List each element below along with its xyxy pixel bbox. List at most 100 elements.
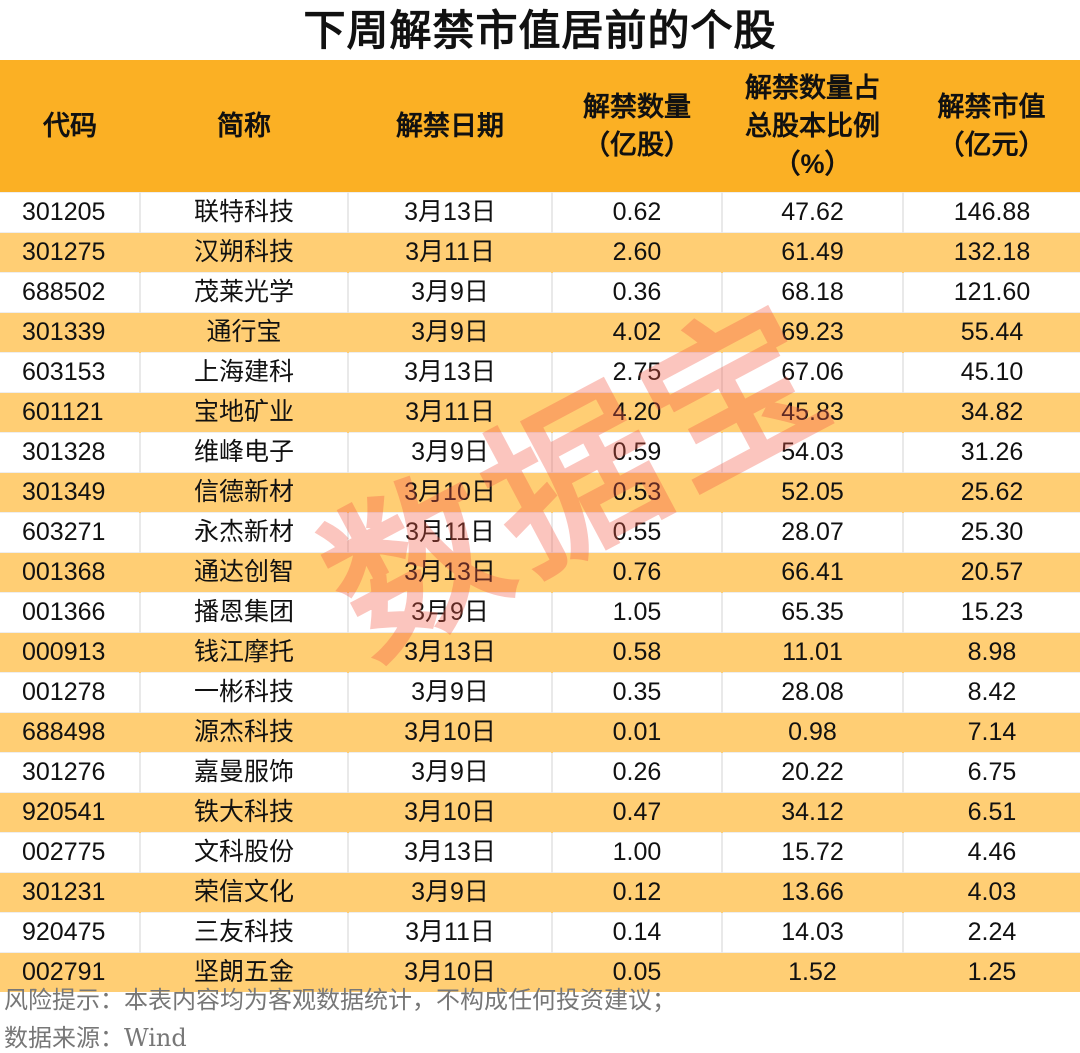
table-row: 001278 一彬科技 3月9日 0.35 28.08 8.42 <box>0 672 1080 713</box>
cell-value: 31.26 <box>902 432 1080 473</box>
cell-name: 一彬科技 <box>139 672 348 713</box>
table-row: 301205 联特科技 3月13日 0.62 47.62 146.88 <box>0 192 1080 233</box>
cell-value: 2.24 <box>902 912 1080 953</box>
cell-ratio: 54.03 <box>721 432 903 473</box>
cell-value: 6.51 <box>902 792 1080 833</box>
cell-value: 25.30 <box>902 512 1080 553</box>
table-row: 002791 坚朗五金 3月10日 0.05 1.52 1.25 <box>0 952 1080 992</box>
column-header-shares: 解禁数量 （亿股） <box>552 60 722 193</box>
cell-code: 301275 <box>0 232 140 273</box>
cell-ratio: 61.49 <box>721 232 903 273</box>
cell-name: 三友科技 <box>139 912 348 953</box>
cell-date: 3月9日 <box>347 872 552 913</box>
cell-name: 通达创智 <box>139 552 348 593</box>
table-row: 920541 铁大科技 3月10日 0.47 34.12 6.51 <box>0 792 1080 833</box>
cell-code: 920541 <box>0 792 140 833</box>
cell-value: 7.14 <box>902 712 1080 753</box>
cell-ratio: 13.66 <box>721 872 903 913</box>
cell-name: 汉朔科技 <box>139 232 348 273</box>
cell-value: 146.88 <box>902 192 1080 233</box>
cell-shares: 0.55 <box>551 512 722 553</box>
cell-date: 3月9日 <box>347 312 552 353</box>
cell-value: 4.03 <box>902 872 1080 913</box>
cell-ratio: 66.41 <box>721 552 903 593</box>
cell-ratio: 28.07 <box>721 512 903 553</box>
cell-shares: 0.12 <box>551 872 722 913</box>
cell-date: 3月13日 <box>347 352 552 393</box>
cell-ratio: 0.98 <box>721 712 903 753</box>
cell-name: 播恩集团 <box>139 592 348 633</box>
table-row: 301349 信德新材 3月10日 0.53 52.05 25.62 <box>0 472 1080 513</box>
cell-shares: 1.05 <box>551 592 722 633</box>
cell-shares: 0.53 <box>551 472 722 513</box>
cell-date: 3月11日 <box>347 392 552 433</box>
cell-name: 联特科技 <box>139 192 348 233</box>
table-row: 301231 荣信文化 3月9日 0.12 13.66 4.03 <box>0 872 1080 913</box>
cell-value: 55.44 <box>902 312 1080 353</box>
cell-name: 钱江摩托 <box>139 632 348 673</box>
cell-code: 603271 <box>0 512 140 553</box>
cell-code: 601121 <box>0 392 140 433</box>
cell-code: 001366 <box>0 592 140 633</box>
cell-date: 3月10日 <box>347 792 552 833</box>
cell-shares: 2.60 <box>551 232 722 273</box>
cell-value: 8.98 <box>902 632 1080 673</box>
cell-date: 3月11日 <box>347 512 552 553</box>
page-title: 下周解禁市值居前的个股 <box>303 7 777 54</box>
cell-ratio: 28.08 <box>721 672 903 713</box>
cell-code: 688498 <box>0 712 140 753</box>
cell-value: 121.60 <box>902 272 1080 313</box>
cell-ratio: 67.06 <box>721 352 903 393</box>
table-row: 001368 通达创智 3月13日 0.76 66.41 20.57 <box>0 552 1080 593</box>
cell-name: 上海建科 <box>139 352 348 393</box>
cell-ratio: 45.83 <box>721 392 903 433</box>
cell-code: 002791 <box>0 952 140 992</box>
cell-name: 通行宝 <box>139 312 348 353</box>
cell-shares: 2.75 <box>551 352 722 393</box>
cell-name: 文科股份 <box>139 832 348 873</box>
cell-shares: 4.20 <box>551 392 722 433</box>
table-row: 301339 通行宝 3月9日 4.02 69.23 55.44 <box>0 312 1080 353</box>
cell-shares: 0.26 <box>551 752 722 793</box>
cell-date: 3月13日 <box>347 832 552 873</box>
table-row: 688502 茂莱光学 3月9日 0.36 68.18 121.60 <box>0 272 1080 313</box>
table-row: 601121 宝地矿业 3月11日 4.20 45.83 34.82 <box>0 392 1080 433</box>
cell-shares: 0.01 <box>551 712 722 753</box>
cell-value: 15.23 <box>902 592 1080 633</box>
table-body: 301205 联特科技 3月13日 0.62 47.62 146.88 301275 汉朔科技… <box>0 192 1080 992</box>
table-header-row: 代码 简称 解禁日期 解禁数量 （亿股） 解禁数量占 总股本比例 （%） 解禁市值 （亿元… <box>0 60 1080 193</box>
column-header-name: 简称 <box>140 60 348 193</box>
cell-code: 688502 <box>0 272 140 313</box>
unlock-table: 代码 简称 解禁日期 解禁数量 （亿股） 解禁数量占 总股本比例 （%） 解禁市值 （亿元… <box>0 60 1080 992</box>
cell-value: 1.25 <box>902 952 1080 992</box>
cell-value: 34.82 <box>902 392 1080 433</box>
cell-name: 永杰新材 <box>139 512 348 553</box>
table-row: 920475 三友科技 3月11日 0.14 14.03 2.24 <box>0 912 1080 953</box>
table-row: 001366 播恩集团 3月9日 1.05 65.35 15.23 <box>0 592 1080 633</box>
cell-shares: 0.36 <box>551 272 722 313</box>
cell-value: 20.57 <box>902 552 1080 593</box>
cell-date: 3月11日 <box>347 232 552 273</box>
cell-date: 3月9日 <box>347 752 552 793</box>
cell-date: 3月11日 <box>347 912 552 953</box>
cell-shares: 1.00 <box>551 832 722 873</box>
cell-ratio: 34.12 <box>721 792 903 833</box>
table-row: 688498 源杰科技 3月10日 0.01 0.98 7.14 <box>0 712 1080 753</box>
table-row: 002775 文科股份 3月13日 1.00 15.72 4.46 <box>0 832 1080 873</box>
cell-value: 6.75 <box>902 752 1080 793</box>
cell-ratio: 1.52 <box>721 952 903 992</box>
cell-name: 坚朗五金 <box>139 952 348 992</box>
cell-shares: 0.47 <box>551 792 722 833</box>
cell-code: 301328 <box>0 432 140 473</box>
cell-date: 3月13日 <box>347 552 552 593</box>
data-source: 数据来源：Wind <box>4 1024 187 1052</box>
cell-ratio: 15.72 <box>721 832 903 873</box>
cell-ratio: 20.22 <box>721 752 903 793</box>
cell-shares: 4.02 <box>551 312 722 353</box>
cell-name: 荣信文化 <box>139 872 348 913</box>
cell-code: 920475 <box>0 912 140 953</box>
column-header-date: 解禁日期 <box>348 60 552 193</box>
cell-code: 301349 <box>0 472 140 513</box>
cell-shares: 0.76 <box>551 552 722 593</box>
cell-code: 002775 <box>0 832 140 873</box>
